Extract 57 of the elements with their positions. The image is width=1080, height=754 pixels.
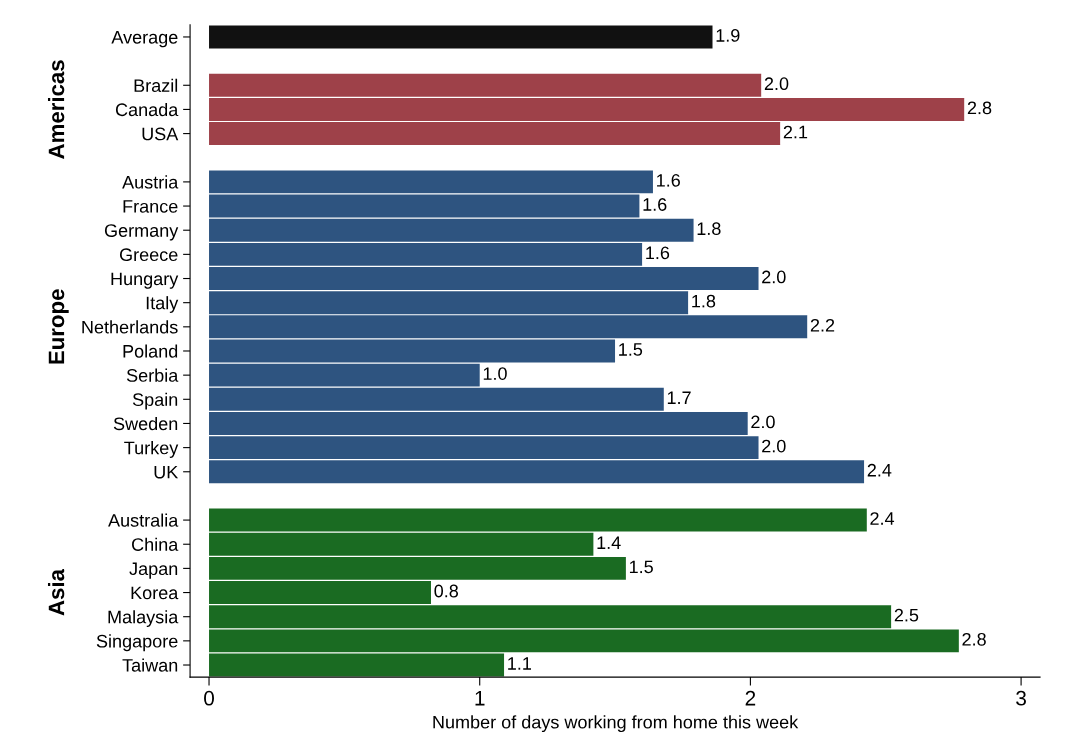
y-tick-label: Hungary (111, 272, 179, 289)
x-axis-title: Number of days working from home this week (433, 715, 799, 733)
data-label: 2.4 (870, 512, 895, 525)
y-tick-label: Austria (122, 175, 179, 189)
y-tick-label: China (132, 537, 179, 551)
y-tick-label: Sweden (113, 416, 178, 431)
data-label: 2.0 (764, 77, 789, 91)
y-tick-label: Italy (146, 296, 179, 313)
data-label: 2.4 (867, 463, 892, 477)
y-tick-label: Korea (131, 586, 179, 600)
data-label: 1.1 (508, 657, 531, 670)
bar (209, 653, 505, 677)
data-label: 2.1 (783, 125, 808, 139)
data-label: 2.0 (762, 270, 786, 284)
y-tick-label: Average (111, 31, 178, 48)
y-tick-label: France (123, 200, 178, 213)
y-tick-label: Serbia (126, 368, 179, 382)
x-tick-label: 0 (204, 690, 215, 706)
text: Asia (47, 568, 65, 616)
y-tick-label: Malaysia (108, 610, 179, 627)
y-tick-label: Spain (132, 392, 178, 410)
x-tick-label: 2 (745, 690, 756, 706)
y-tick-label: Canada (115, 102, 179, 117)
data-label: 1.6 (646, 246, 670, 260)
data-label: 1.0 (483, 367, 507, 380)
y-tick-label: Brazil (134, 78, 178, 92)
y-tick-label: Germany (104, 224, 179, 241)
data-label: 1.8 (692, 294, 716, 308)
text: Europe (48, 289, 69, 364)
y-tick-label: Greece (119, 248, 178, 262)
y-tick-label: Taiwan (122, 658, 178, 672)
data-label: 1.9 (716, 29, 740, 42)
data-label: 2.2 (810, 318, 835, 332)
y-tick-label: Japan (129, 562, 178, 579)
text: Americas (47, 60, 65, 159)
y-tick-label: Netherlands (82, 320, 178, 334)
y-tick-label: Poland (123, 344, 178, 358)
y-tick-label: Australia (108, 513, 179, 527)
data-label: 2.8 (967, 101, 992, 115)
data-label: 1.5 (629, 560, 653, 574)
y-tick-label: Turkey (124, 441, 179, 458)
data-label: 1.8 (697, 222, 721, 236)
data-label: 2.0 (762, 439, 786, 453)
data-label: 1.7 (667, 391, 691, 404)
data-label: 1.6 (643, 198, 667, 211)
x-tick-label: 3 (1016, 690, 1026, 706)
data-label: 1.5 (619, 343, 643, 356)
data-label: 1.4 (597, 536, 621, 549)
y-tick-label: USA (142, 127, 179, 141)
data-label: 0.8 (434, 584, 459, 598)
y-tick-label: Singapore (96, 634, 178, 652)
y-tick-label: UK (154, 465, 179, 479)
data-label: 2.8 (962, 632, 986, 646)
data-label: 2.5 (894, 608, 919, 622)
x-tick-label: 1 (475, 691, 485, 706)
data-label: 2.0 (751, 415, 775, 429)
data-label: 1.6 (657, 173, 680, 187)
